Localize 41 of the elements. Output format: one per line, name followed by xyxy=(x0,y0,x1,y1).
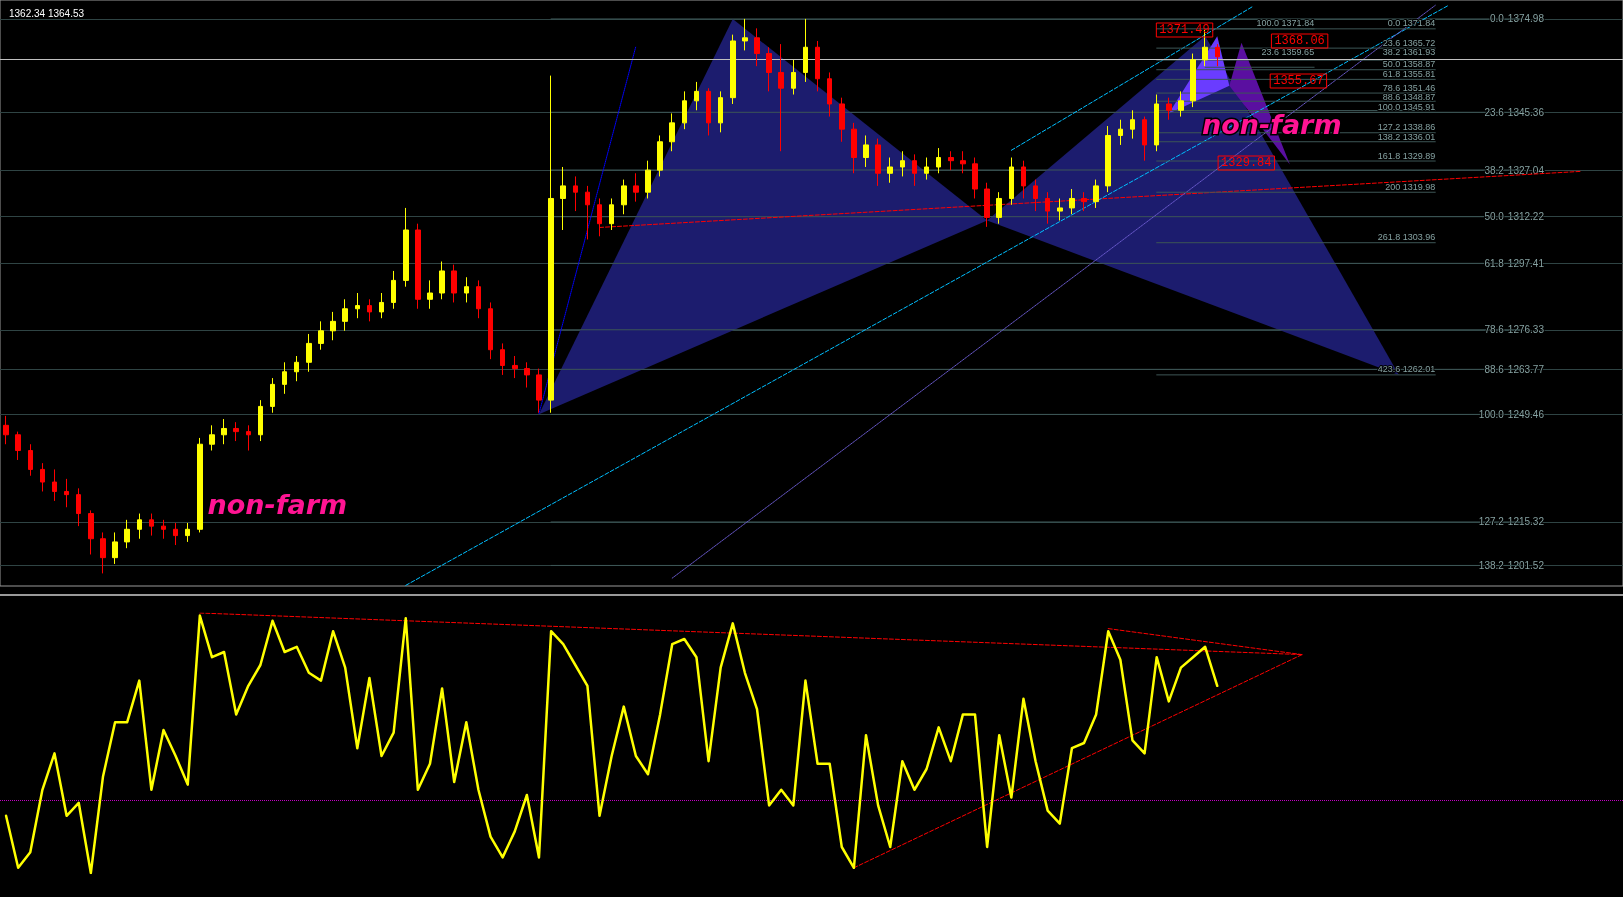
series-label: 23.6 1365.72 xyxy=(1382,37,1436,48)
annotation: non-farm xyxy=(1201,108,1342,140)
series-label: 61.8 1355.81 xyxy=(1382,69,1436,80)
series-label: 100.0 1371.84 xyxy=(1256,18,1315,29)
series-label: 23.6 xyxy=(1484,106,1505,118)
series-label: 161.8 1329.89 xyxy=(1377,150,1436,161)
series-label: 200 1319.98 xyxy=(1385,181,1436,192)
y-tick-label: 1249.46 xyxy=(1507,408,1545,420)
series-label: 127.2 xyxy=(1478,516,1505,528)
annotation: 1329.84 xyxy=(1221,156,1272,170)
series-label: 23.6 1359.65 xyxy=(1261,47,1315,58)
y-tick-label: 1312.22 xyxy=(1507,211,1545,223)
series-label: 138.2 1336.01 xyxy=(1377,132,1436,143)
series-label: 38.2 1361.93 xyxy=(1382,47,1436,58)
series-label: 50.0 xyxy=(1484,211,1505,223)
text: 1362.34 1364.53 xyxy=(9,7,85,19)
y-tick-label: 1374.98 xyxy=(1507,13,1545,25)
series-label: 78.6 xyxy=(1484,324,1505,336)
series-label: 138.2 xyxy=(1478,559,1505,571)
series-label: 88.6 xyxy=(1484,363,1505,375)
series-label: 61.8 xyxy=(1484,257,1505,269)
annotation: non-farm xyxy=(207,488,348,520)
series-label: 127.2 1338.86 xyxy=(1377,122,1436,133)
annotation: 1371.49 xyxy=(1159,23,1210,37)
annotation: 1368.06 xyxy=(1274,34,1325,48)
y-tick-label: 1297.41 xyxy=(1507,257,1545,269)
series-label: 88.6 1348.87 xyxy=(1382,92,1436,103)
y-tick-label: 1345.36 xyxy=(1507,106,1545,118)
y-tick-label: 1276.33 xyxy=(1507,324,1545,336)
y-tick-label: 1263.77 xyxy=(1507,363,1545,375)
series-label: 50.0 1358.87 xyxy=(1382,59,1436,70)
series-label: 0.0 xyxy=(1489,13,1505,25)
annotation: 1355.67 xyxy=(1273,74,1324,88)
series-label: 261.8 1303.96 xyxy=(1377,232,1436,243)
series-label: 100.0 1345.91 xyxy=(1377,102,1436,113)
y-tick-label: 1201.52 xyxy=(1507,559,1545,571)
y-tick-label: 1327.04 xyxy=(1507,164,1545,176)
y-tick-label: 1215.32 xyxy=(1507,516,1545,528)
series-label: 100.0 xyxy=(1478,408,1505,420)
series-label: 38.2 xyxy=(1484,164,1505,176)
series-label: 78.6 1351.46 xyxy=(1382,82,1436,93)
